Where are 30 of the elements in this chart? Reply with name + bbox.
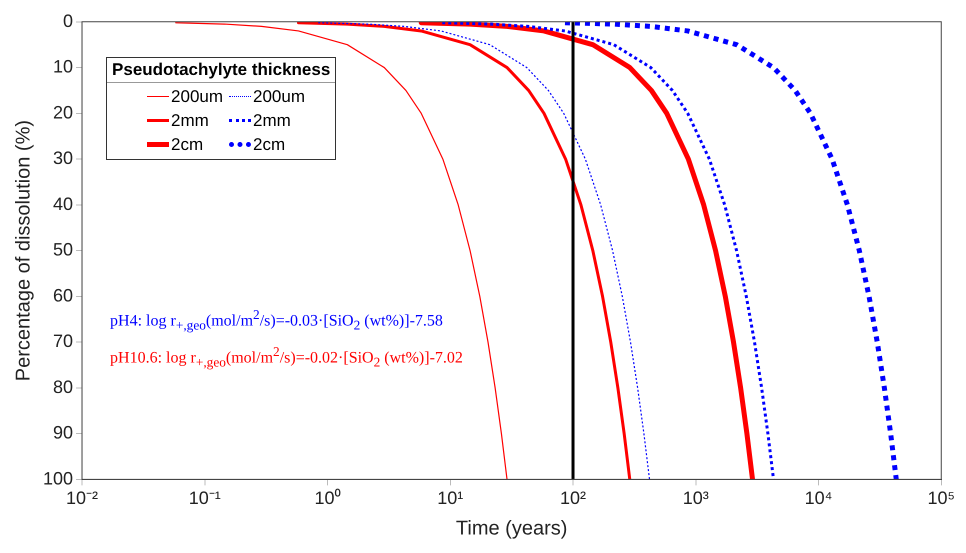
y-tick-label: 10 bbox=[53, 56, 74, 77]
x-tick-label: 10⁻² bbox=[66, 488, 98, 508]
y-tick-label: 30 bbox=[53, 148, 74, 168]
x-tick-label: 10¹ bbox=[437, 488, 464, 508]
y-tick-label: 40 bbox=[53, 194, 74, 214]
y-tick-label: 80 bbox=[53, 376, 74, 397]
x-tick-label: 10³ bbox=[682, 488, 709, 508]
x-tick-label: 10⁵ bbox=[928, 488, 955, 508]
annotation: pH4: log r$_{+,geo}$(mol/m$^{2}$/s)=-0.03·[SiO$_{2}$ (wt%)]-7.58 bbox=[110, 306, 443, 334]
y-tick-label: 50 bbox=[53, 240, 74, 260]
legend-label: 2cm bbox=[253, 134, 286, 155]
legend-label: 2mm bbox=[253, 110, 291, 131]
y-tick-label: 0 bbox=[63, 10, 74, 31]
y-tick-label: 20 bbox=[53, 102, 74, 122]
x-tick-label: 10⁴ bbox=[804, 488, 832, 508]
y-tick-label: 90 bbox=[53, 422, 74, 443]
legend-label: 200um bbox=[171, 86, 224, 107]
y-axis-title: Percentage of dissolution (%) bbox=[12, 120, 35, 382]
y-tick-label: 100 bbox=[42, 468, 74, 488]
y-tick-label: 70 bbox=[53, 331, 74, 352]
y-tick-label: 60 bbox=[53, 285, 74, 306]
legend-label: 2mm bbox=[171, 110, 209, 131]
x-tick-label: 10⁰ bbox=[314, 488, 341, 508]
annotation: pH10.6: log r$_{+,geo}$(mol/m$^{2}$/s)=-0.02·[SiO$_{2}$ (wt%)]-7.02 bbox=[110, 344, 463, 370]
legend-label: 200um bbox=[253, 86, 305, 107]
x-tick-label: 10² bbox=[560, 488, 586, 508]
legend-title: Pseudotachylyte thickness bbox=[107, 58, 336, 83]
x-axis-title: Time (years) bbox=[456, 518, 568, 540]
legend-label: 2cm bbox=[171, 134, 204, 155]
x-tick-label: 10⁻¹ bbox=[188, 488, 221, 508]
